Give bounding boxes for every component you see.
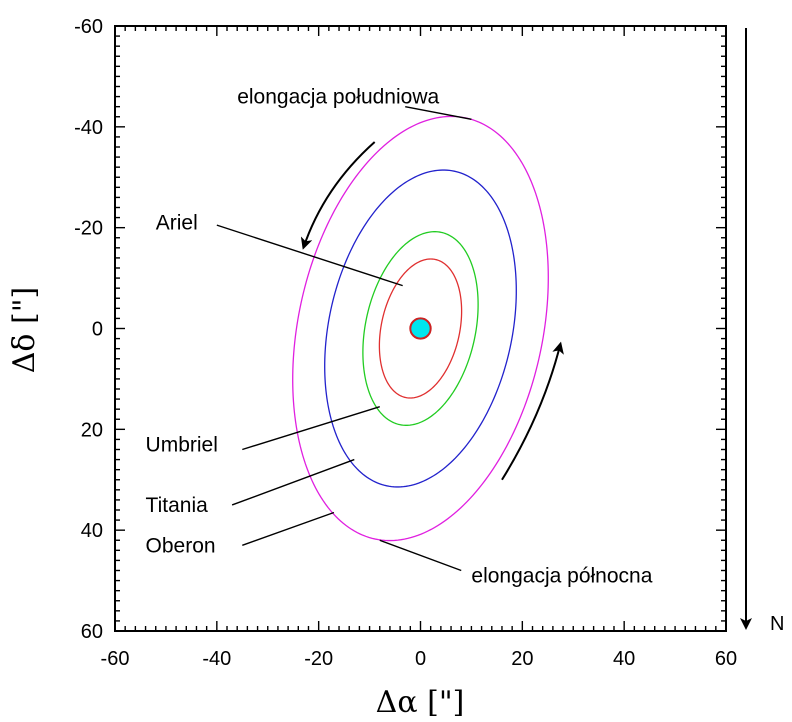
y-tick-label: 0: [92, 319, 103, 341]
motion-arrows: [300, 141, 564, 481]
annotation-leader-line: [405, 105, 472, 120]
planet-disk: [409, 317, 432, 340]
axis-ticks: [114, 25, 727, 632]
y-tick-label: -40: [74, 117, 103, 139]
y-tick-label: -60: [74, 16, 103, 38]
x-tick-label: -40: [202, 648, 231, 670]
annotation-leader-line: [242, 511, 335, 546]
orbit-titania: [324, 169, 517, 488]
annotation-label: Titania: [146, 494, 209, 517]
annotation-leader-line: [216, 224, 403, 287]
orbit-ariel: [378, 258, 463, 399]
y-tick-label: 20: [81, 419, 103, 441]
annotation-label: Umbriel: [146, 433, 218, 456]
x-tick-label: -60: [101, 648, 130, 670]
annotation-leader-line: [242, 405, 380, 451]
x-tick-label: 40: [613, 648, 635, 670]
orbit-oberon: [292, 115, 549, 542]
x-tick-label: 0: [415, 648, 426, 670]
annotation-leader-line: [231, 458, 355, 506]
orbit-umbriel: [362, 231, 479, 426]
y-tick-label: -20: [74, 218, 103, 240]
x-axis-title: Δα ["]: [376, 685, 465, 720]
annotation-leader-line: [379, 539, 462, 572]
annotation-label: Ariel: [156, 212, 198, 235]
tick-labels: -60 -40 -20 0 20 40 60 -60 -40 -20 0 20 40 60: [74, 16, 737, 670]
annotation-label: elongacja południowa: [237, 86, 439, 109]
annotations: elongacja południowa Ariel Umbriel Titania O…: [146, 86, 653, 588]
north-label: N: [770, 613, 784, 635]
svg-text:Δα ["]: Δα ["]: [376, 685, 465, 720]
x-tick-label: -20: [304, 648, 333, 670]
y-tick-label: 60: [81, 621, 103, 643]
motion-arrow: [501, 341, 564, 481]
x-tick-label: 60: [715, 648, 737, 670]
orbits: [292, 115, 549, 542]
x-tick-label: 20: [511, 648, 533, 670]
annotation-label: Oberon: [146, 534, 216, 557]
y-axis-title: Δδ ["]: [7, 287, 42, 373]
svg-text:Δδ ["]: Δδ ["]: [7, 287, 42, 373]
motion-arrow: [300, 141, 376, 250]
y-tick-label: 40: [81, 520, 103, 542]
annotation-label: elongacja północna: [471, 565, 652, 588]
